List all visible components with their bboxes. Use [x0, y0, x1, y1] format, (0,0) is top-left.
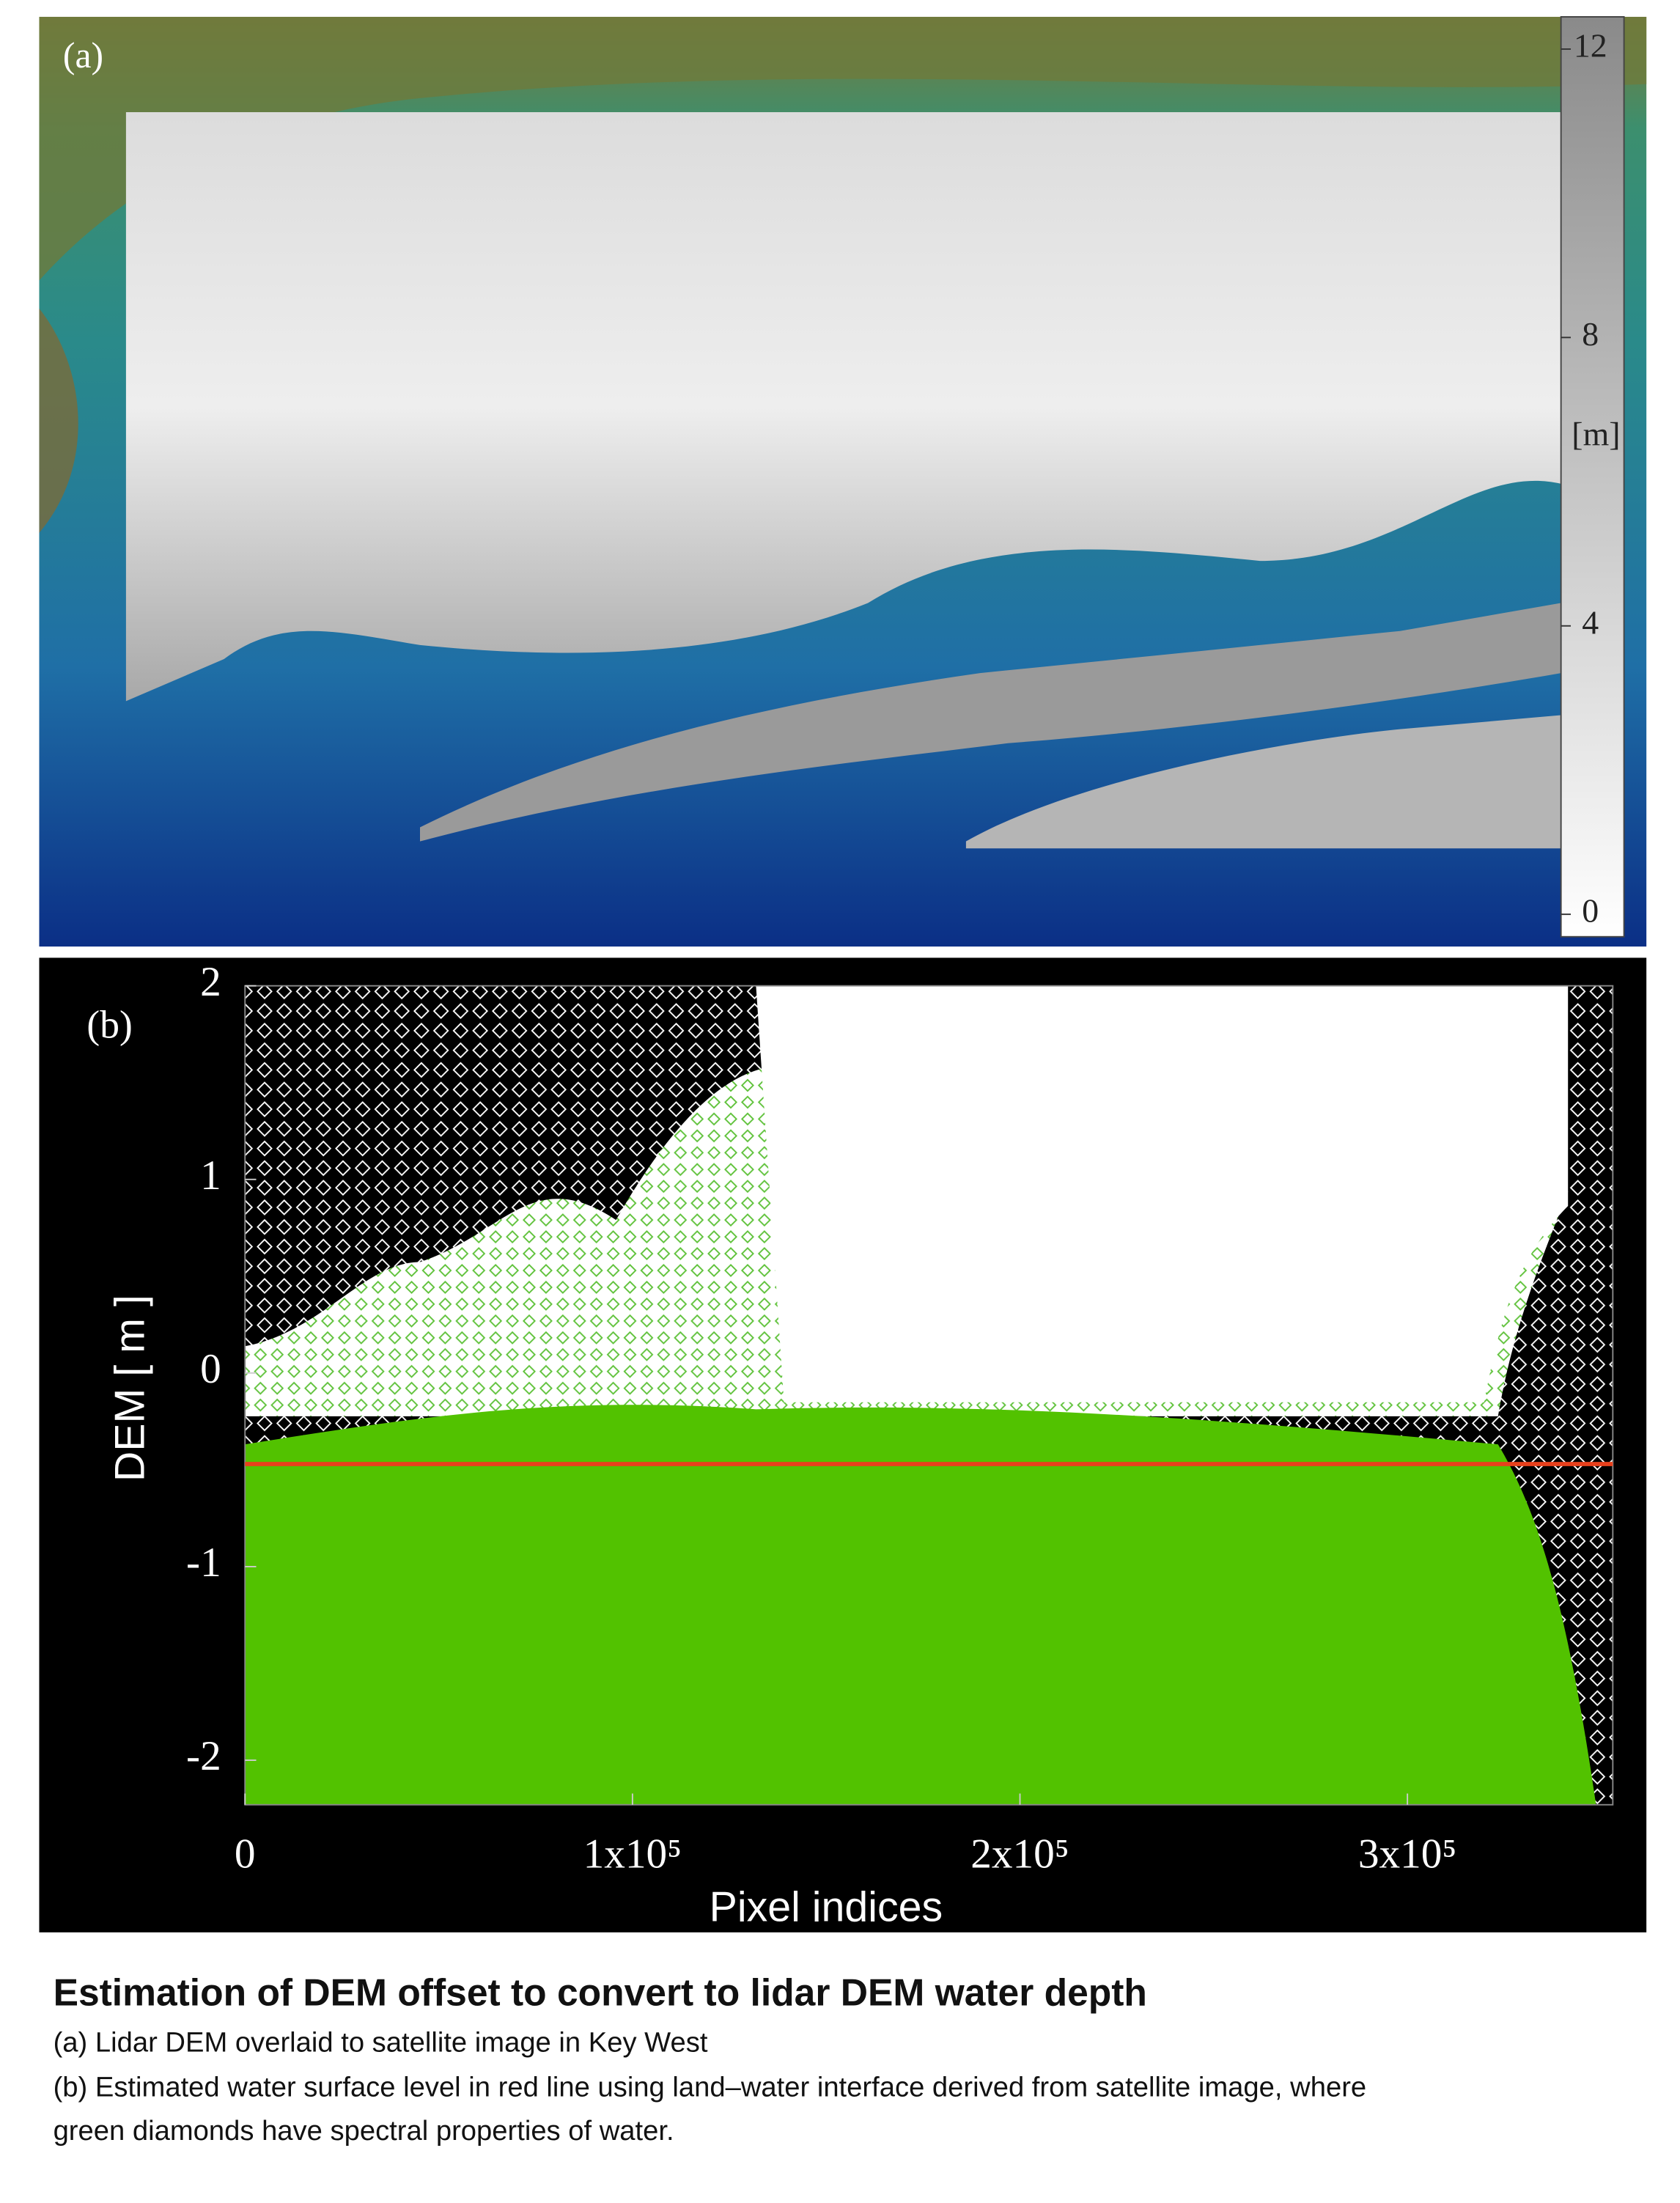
y-tick-label: 0 — [200, 1346, 221, 1392]
dem-overlay — [420, 603, 1561, 842]
land — [39, 308, 78, 533]
colorbar-tick-label: 12 — [1574, 26, 1607, 64]
caption-title: Estimation of DEM offset to convert to l… — [54, 1971, 1147, 2013]
x-tick-label: 3x10⁵ — [1358, 1831, 1457, 1877]
colorbar-label: [m] — [1572, 415, 1620, 452]
point-cloud — [756, 985, 1569, 1402]
plot-frame — [244, 985, 1614, 1806]
colorbar-tick-label: 4 — [1582, 603, 1599, 641]
panel-a: [m] (a) — [39, 15, 1647, 947]
y-tick-label: -2 — [186, 1733, 221, 1779]
x-tick-label: 2x10⁵ — [970, 1831, 1069, 1877]
colorbar-tick-label: 0 — [1582, 892, 1599, 930]
dem-overlay — [125, 112, 1561, 702]
colorbar-tick-label: 8 — [1582, 315, 1599, 353]
y-axis-label: DEM [ m ] — [107, 1295, 154, 1482]
y-tick-label: -1 — [186, 1540, 221, 1586]
panel-label: (b) — [86, 1002, 132, 1046]
caption-line: (b) Estimated water surface level in red… — [54, 2072, 1367, 2103]
dem-overlay — [965, 715, 1561, 849]
x-axis-label: Pixel indices — [710, 1883, 943, 1930]
caption: Estimation of DEM offset to convert to l… — [54, 1971, 1367, 2147]
panel-b: (b) DEM [ m ] Pixel indices — [39, 957, 1647, 1932]
land — [39, 16, 1647, 281]
water-points — [245, 1405, 1596, 1805]
caption-line: green diamonds have spectral properties … — [54, 2115, 674, 2147]
x-tick-label: 1x10⁵ — [583, 1831, 682, 1877]
x-tick-label: 0 — [235, 1831, 256, 1877]
caption-line: (a) Lidar DEM overlaid to satellite imag… — [54, 2026, 708, 2058]
colorbar — [1560, 15, 1625, 938]
panel-label: (a) — [63, 35, 103, 76]
y-tick-label: 2 — [200, 959, 221, 1005]
y-tick-label: 1 — [200, 1152, 221, 1199]
